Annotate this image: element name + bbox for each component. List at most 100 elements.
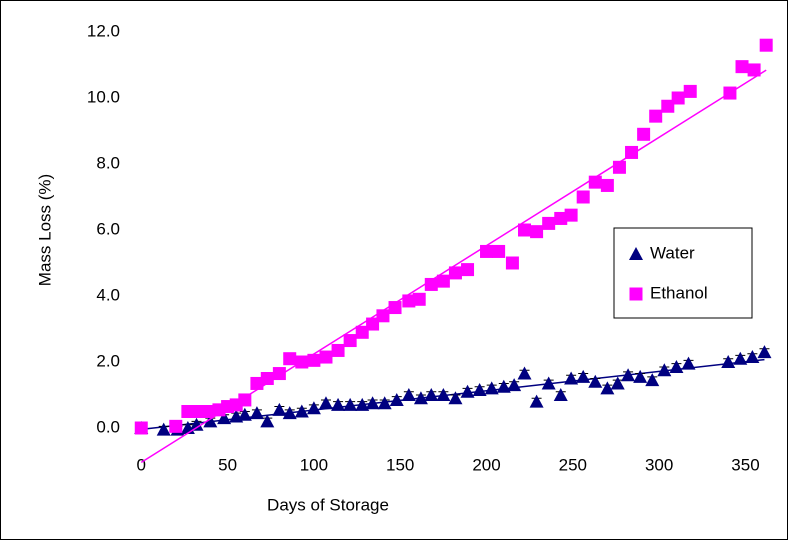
triangle-marker — [529, 394, 544, 408]
triangle-marker — [610, 376, 625, 390]
x-tick-label: 50 — [218, 455, 237, 474]
triangle-marker — [156, 422, 171, 436]
triangle-marker — [460, 384, 475, 398]
square-marker — [260, 372, 274, 385]
x-tick-label: 150 — [386, 455, 414, 474]
square-marker — [661, 99, 675, 113]
triangle-marker — [413, 391, 428, 405]
square-marker — [412, 292, 426, 306]
legend-box — [613, 227, 753, 319]
triangle-marker — [355, 397, 370, 411]
square-marker — [576, 190, 590, 204]
y-tick-label: 4.0 — [96, 285, 120, 304]
triangle-marker — [436, 388, 451, 401]
square-marker — [250, 376, 264, 390]
square-marker — [492, 244, 506, 258]
square-marker — [424, 277, 438, 291]
square-marker — [600, 178, 614, 192]
triangle-marker — [645, 373, 660, 387]
triangle-marker — [203, 414, 218, 428]
triangle-marker — [331, 397, 346, 411]
triangle-marker — [365, 396, 380, 410]
square-marker — [366, 317, 380, 331]
square-marker — [747, 63, 761, 77]
y-tick-label: 8.0 — [96, 153, 120, 172]
triangle-marker — [294, 404, 309, 418]
triangle-marker — [669, 359, 684, 373]
triangle-marker — [564, 371, 579, 385]
square-marker — [637, 127, 651, 141]
square-marker — [355, 325, 369, 339]
triangle-marker — [377, 396, 392, 410]
square-marker — [200, 405, 214, 418]
triangle-marker — [306, 401, 321, 415]
triangle-marker — [389, 392, 404, 406]
triangle-marker — [553, 388, 568, 401]
square-marker — [295, 355, 309, 369]
square-marker — [402, 294, 416, 308]
square-marker — [448, 266, 462, 280]
triangle-marker — [633, 369, 648, 383]
square-marker — [388, 301, 402, 315]
triangle-marker — [721, 355, 736, 368]
square-marker — [169, 419, 183, 433]
x-tick-label: 350 — [731, 455, 759, 474]
square-marker — [376, 309, 390, 323]
triangle-marker — [621, 368, 636, 382]
square-marker — [530, 225, 544, 239]
square-marker — [307, 353, 321, 367]
triangle-marker — [272, 402, 287, 416]
x-tick-label: 300 — [645, 455, 673, 474]
y-tick-label: 12.0 — [87, 21, 120, 40]
triangle-marker — [541, 376, 556, 390]
square-marker — [272, 367, 286, 381]
triangle-marker — [517, 366, 532, 380]
triangle-marker — [217, 411, 232, 425]
square-marker — [759, 38, 773, 52]
square-marker — [518, 223, 532, 237]
square-marker — [649, 109, 663, 123]
x-tick-label: 250 — [559, 455, 587, 474]
square-marker — [480, 244, 494, 258]
triangle-marker — [260, 414, 275, 428]
triangle-marker — [657, 363, 672, 377]
legend-label: Water — [650, 243, 695, 262]
square-marker — [461, 263, 475, 277]
triangle-marker — [757, 345, 772, 359]
square-marker — [588, 175, 602, 189]
triangle-marker — [448, 391, 463, 405]
square-marker — [343, 334, 357, 348]
legend-marker — [629, 287, 643, 301]
triangle-marker — [507, 378, 522, 392]
triangle-marker — [318, 396, 333, 410]
square-marker — [283, 352, 297, 366]
square-marker — [683, 84, 697, 98]
triangle-marker — [237, 407, 252, 421]
triangle-marker — [576, 369, 591, 383]
square-marker — [542, 216, 556, 230]
square-marker — [723, 86, 737, 100]
square-marker — [505, 256, 519, 270]
y-tick-label: 2.0 — [96, 351, 120, 370]
triangle-marker — [424, 388, 439, 401]
square-marker — [436, 274, 450, 288]
square-marker — [564, 208, 578, 222]
triangle-marker — [343, 397, 358, 411]
y-axis-label: Mass Loss (%) — [35, 174, 54, 286]
y-tick-label: 0.0 — [96, 417, 120, 436]
square-marker — [319, 350, 333, 364]
triangle-marker — [189, 417, 204, 431]
triangle-marker — [484, 381, 499, 395]
triangle-marker — [496, 379, 511, 393]
legend-marker — [629, 247, 643, 260]
square-marker — [554, 211, 568, 225]
triangle-marker — [401, 388, 416, 401]
x-tick-label: 200 — [472, 455, 500, 474]
triangle-marker — [472, 383, 487, 397]
square-marker — [625, 145, 639, 159]
square-marker — [331, 343, 345, 357]
triangle-marker — [681, 356, 696, 370]
square-marker — [612, 160, 626, 174]
y-tick-label: 6.0 — [96, 219, 120, 238]
